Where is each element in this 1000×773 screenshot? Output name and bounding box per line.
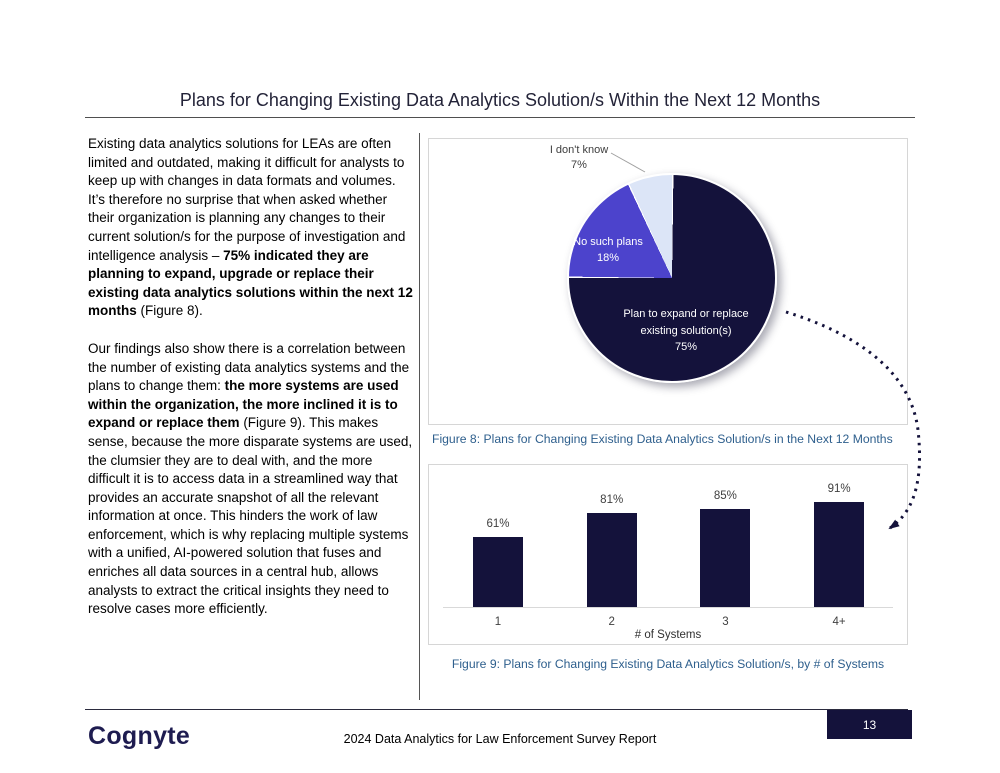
- bar-category-label: 4+: [832, 616, 846, 628]
- figure9-panel: # of Systems 61% 1 81% 2 85% 3 91% 4+: [428, 464, 908, 645]
- cognyte-logo: Cognyte: [88, 722, 191, 750]
- paragraph-1: Existing data analytics solutions for LE…: [88, 135, 414, 321]
- pie-label-no-such-plans: No such plans 18%: [553, 234, 663, 266]
- page-title: Plans for Changing Existing Data Analyti…: [179, 90, 821, 110]
- paragraph-2-bold: the more systems are used within the org…: [88, 378, 399, 431]
- bar-value-label: 91%: [827, 482, 851, 495]
- bar-value-label: 81%: [600, 494, 624, 507]
- x-axis-line: [443, 607, 893, 608]
- x-axis-title: # of Systems: [634, 629, 702, 641]
- bar-category-label: 1: [494, 616, 502, 628]
- pie-label-dont-know-text: I don't know: [549, 144, 609, 156]
- paragraph-1-bold: 75% indicated they are planning to expan…: [88, 247, 413, 319]
- pie-label-plan-expand: Plan to expand or replace existing solut…: [606, 306, 766, 356]
- paragraph-2-rest: (Figure 9). This makes sense, because th…: [88, 415, 413, 617]
- paragraph-1-rest: (Figure 8).: [136, 303, 203, 319]
- pie-label-no-such-plans-text: No such plans: [573, 236, 643, 248]
- bar-value-label: 61%: [486, 517, 510, 530]
- pie-label-dont-know: I don't know 7%: [529, 143, 629, 173]
- figure8-panel: I don't know 7% No such plans 18% Plan t…: [428, 138, 908, 425]
- page-number-badge: 13: [827, 710, 912, 739]
- figure9-caption: Figure 9: Plans for Changing Existing Da…: [451, 657, 885, 671]
- bar-plot: # of Systems 61% 1 81% 2 85% 3 91% 4+: [429, 465, 907, 644]
- pie-label-no-such-plans-pct: 18%: [596, 252, 620, 264]
- footer-divider: [85, 709, 908, 710]
- column-divider: [419, 133, 420, 700]
- paragraph-2-text: Our findings also show there is a correl…: [88, 340, 410, 394]
- title-divider: [85, 117, 915, 118]
- pie-chart: [567, 173, 777, 383]
- pie-label-plan-expand-text: Plan to expand or replace existing solut…: [623, 308, 749, 337]
- bar: [814, 501, 865, 607]
- bar: [700, 508, 751, 607]
- paragraph-1-text: Existing data analytics solutions for LE…: [88, 136, 406, 263]
- footer-report-title: 2024 Data Analytics for Law Enforcement …: [343, 732, 657, 746]
- bar: [586, 513, 637, 607]
- bar-value-label: 85%: [713, 489, 737, 502]
- pie-label-dont-know-pct: 7%: [571, 159, 587, 171]
- figure8-caption: Figure 8: Plans for Changing Existing Da…: [432, 432, 893, 446]
- paragraph-2: Our findings also show there is a correl…: [88, 340, 414, 619]
- bar: [473, 536, 523, 607]
- bar-category-label: 2: [608, 616, 615, 628]
- pie-label-plan-expand-pct: 75%: [674, 341, 698, 353]
- bar-category-label: 3: [722, 616, 729, 628]
- body-text-column: Existing data analytics solutions for LE…: [88, 135, 414, 638]
